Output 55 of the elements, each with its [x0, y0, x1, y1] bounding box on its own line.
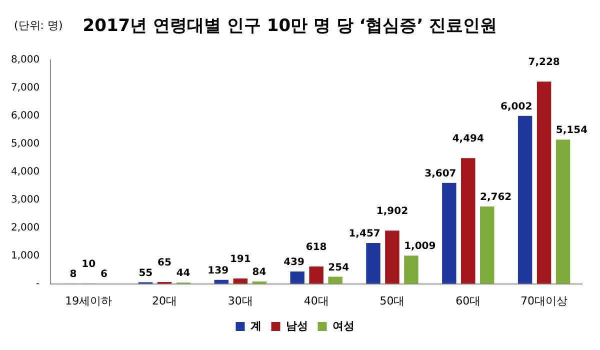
data-label: 8 — [70, 269, 77, 280]
y-tick-label: 4,000 — [10, 166, 40, 178]
data-label: 191 — [230, 254, 251, 266]
legend-label: 여성 — [332, 319, 354, 332]
x-tick-label: 50대 — [380, 294, 405, 308]
bar — [233, 278, 248, 284]
x-tick-label: 19세이하 — [65, 294, 112, 308]
legend-label: 계 — [250, 319, 262, 332]
y-tick-label: 8,000 — [10, 54, 40, 66]
bar — [309, 266, 324, 284]
y-tick-label: 5,000 — [10, 138, 40, 150]
data-label: 2,762 — [480, 192, 512, 204]
x-tick-label: 40대 — [304, 294, 329, 308]
data-label: 5,154 — [556, 125, 588, 136]
data-label: 6 — [100, 269, 108, 280]
y-tick-label: 6,000 — [10, 110, 40, 122]
x-tick-label: 30대 — [228, 294, 253, 308]
x-tick-label: 20대 — [152, 294, 177, 308]
data-label: 139 — [208, 266, 229, 277]
data-label: 65 — [158, 258, 172, 269]
chart-title: 2017년 연령대별 인구 10만 명 당 ‘협심증’ 진료인원 — [82, 14, 498, 36]
bar — [404, 256, 418, 284]
data-label: 10 — [82, 259, 96, 270]
bar — [556, 140, 570, 284]
x-tick-label: 60대 — [456, 294, 481, 308]
data-label: 44 — [176, 268, 190, 280]
bar — [518, 116, 532, 284]
y-tick-label: 7,000 — [10, 82, 40, 94]
data-label: 618 — [306, 242, 327, 254]
x-tick-label: 70대이상 — [520, 294, 568, 308]
data-label: 1,009 — [404, 241, 436, 252]
bar — [385, 230, 400, 284]
data-label: 84 — [252, 267, 266, 278]
bar — [366, 243, 380, 284]
text: (단위: 명) — [14, 18, 63, 32]
y-tick-label: 1,000 — [10, 250, 40, 262]
legend-label: 남성 — [286, 319, 308, 332]
y-tick-label: 2,000 — [10, 222, 40, 234]
bar — [290, 272, 304, 284]
y-tick-label: - — [36, 278, 40, 290]
data-label: 4,494 — [452, 134, 484, 145]
bar — [536, 82, 552, 284]
data-label: 55 — [138, 268, 153, 279]
data-label: 7,228 — [528, 57, 560, 68]
data-label: 439 — [284, 257, 304, 268]
bar — [480, 206, 494, 284]
bar — [442, 182, 456, 284]
data-label: 1,457 — [348, 228, 380, 240]
bar — [328, 276, 342, 284]
bar — [461, 158, 476, 284]
data-label: 254 — [328, 262, 350, 274]
data-label: 1,902 — [376, 206, 408, 218]
data-label: 6,002 — [500, 101, 532, 112]
data-label: 3,607 — [424, 168, 456, 180]
y-tick-label: 3,000 — [10, 194, 40, 206]
